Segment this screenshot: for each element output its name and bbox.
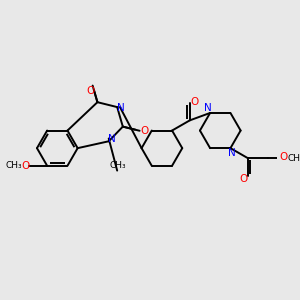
Text: O: O	[190, 97, 199, 107]
Text: N: N	[204, 103, 212, 113]
Text: N: N	[228, 148, 236, 158]
Text: N: N	[117, 103, 125, 113]
Text: O: O	[21, 161, 29, 171]
Text: O: O	[87, 86, 95, 96]
Text: CH₃: CH₃	[287, 154, 300, 163]
Text: O: O	[279, 152, 288, 162]
Text: CH₃: CH₃	[6, 161, 22, 170]
Text: CH₃: CH₃	[110, 161, 126, 170]
Text: N: N	[108, 134, 116, 144]
Text: O: O	[239, 174, 247, 184]
Text: O: O	[140, 126, 148, 136]
